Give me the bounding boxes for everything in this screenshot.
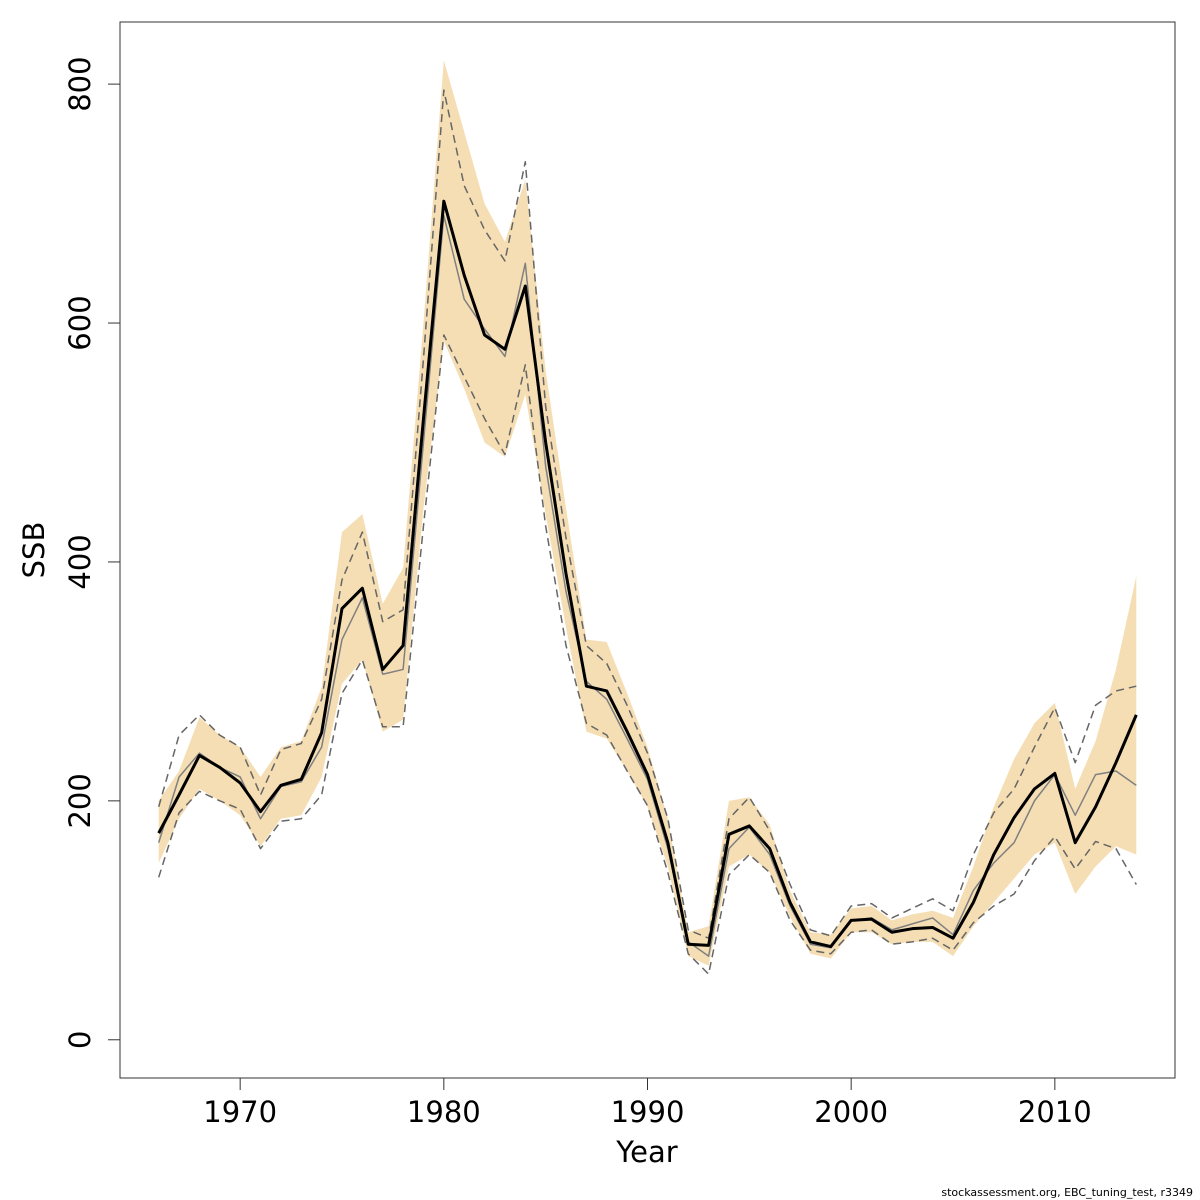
plot-frame — [119, 21, 1176, 1079]
x-axis-title: Year — [615, 1135, 677, 1169]
x-tick-label: 1970 — [203, 1095, 277, 1129]
y-axis-title: SSB — [17, 522, 51, 579]
y-tick-label: 400 — [63, 534, 97, 589]
series-line — [157, 334, 1137, 975]
y-tick-label: 800 — [63, 56, 97, 111]
y-tick-label: 600 — [63, 295, 97, 350]
series-line — [157, 89, 1137, 939]
footnote: stockassessment.org, EBC_tuning_test, r3… — [941, 1186, 1193, 1199]
y-tick-label: 0 — [63, 1031, 97, 1049]
y-tick-label: 200 — [63, 773, 97, 828]
x-tick-label: 2010 — [1018, 1095, 1092, 1129]
confidence-band — [158, 60, 1137, 966]
x-tick-label: 2000 — [814, 1095, 888, 1129]
x-tick-label: 1990 — [611, 1095, 685, 1129]
x-tick-label: 1980 — [407, 1095, 481, 1129]
series-line — [157, 199, 1138, 949]
